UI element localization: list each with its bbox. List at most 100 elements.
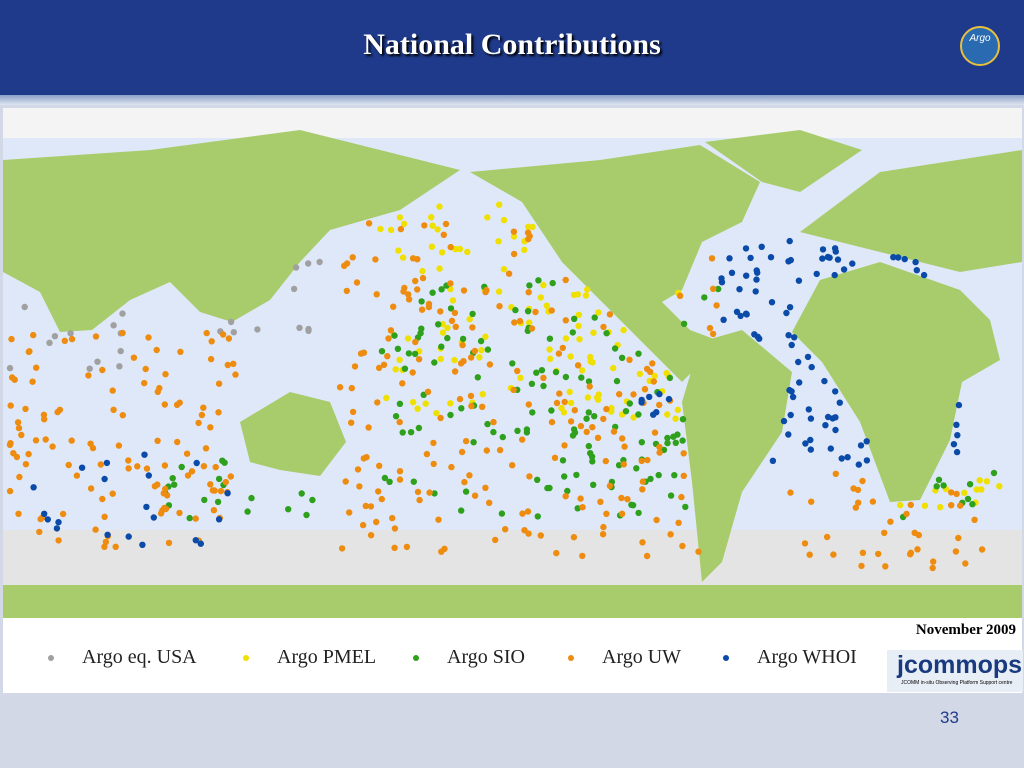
float <box>954 432 961 439</box>
float <box>153 346 160 354</box>
float <box>671 472 678 479</box>
float <box>680 450 687 457</box>
float <box>791 334 798 341</box>
float <box>428 214 435 221</box>
float <box>695 548 702 555</box>
float <box>583 428 590 436</box>
float <box>464 248 471 256</box>
float <box>101 513 108 520</box>
float <box>479 403 486 410</box>
float <box>635 509 642 517</box>
float <box>139 541 146 548</box>
float <box>574 505 581 512</box>
float <box>386 478 393 485</box>
float <box>435 516 442 523</box>
float <box>844 454 851 461</box>
float <box>397 225 405 233</box>
legend-swatch <box>723 655 729 662</box>
float <box>667 531 674 538</box>
float <box>521 527 528 534</box>
float <box>476 354 483 361</box>
float <box>419 267 426 275</box>
float <box>197 540 204 547</box>
float <box>540 382 547 390</box>
float <box>403 543 411 551</box>
float <box>353 279 361 286</box>
legend-label: Argo PMEL <box>277 646 377 668</box>
float <box>753 276 760 283</box>
legend-item: Argo WHOI <box>723 646 857 669</box>
float <box>679 416 687 423</box>
float <box>55 519 62 526</box>
float <box>207 424 214 431</box>
float <box>215 380 223 387</box>
floats <box>6 201 1003 572</box>
float <box>907 501 914 509</box>
float <box>490 428 497 436</box>
legend-label: Argo WHOI <box>757 646 857 668</box>
float <box>437 414 444 422</box>
float <box>620 461 627 468</box>
float <box>838 455 845 462</box>
float <box>232 371 239 378</box>
float <box>431 490 438 497</box>
float <box>948 489 955 496</box>
float <box>953 448 961 456</box>
float <box>638 457 645 465</box>
float <box>583 415 590 422</box>
float <box>806 551 813 558</box>
float <box>496 446 504 454</box>
float <box>591 413 598 420</box>
float <box>193 459 200 467</box>
float <box>198 411 206 419</box>
float <box>15 510 22 517</box>
float <box>651 429 659 436</box>
float <box>51 333 59 340</box>
arctic <box>3 108 1022 138</box>
float <box>316 258 323 266</box>
float <box>354 466 362 473</box>
float <box>591 314 598 321</box>
float <box>439 329 447 336</box>
float <box>375 488 382 495</box>
float <box>417 330 424 337</box>
float <box>418 306 426 313</box>
float <box>961 489 968 496</box>
float <box>641 385 649 393</box>
float <box>526 319 533 326</box>
float <box>219 331 227 338</box>
legend-swatch <box>48 655 54 662</box>
float <box>827 445 834 452</box>
float <box>526 473 533 480</box>
float <box>822 422 829 429</box>
float <box>409 255 417 262</box>
float <box>215 475 223 483</box>
float <box>396 400 404 407</box>
float <box>411 350 419 358</box>
float <box>584 286 591 293</box>
float <box>813 270 820 278</box>
float <box>786 304 794 311</box>
float <box>651 372 658 380</box>
float <box>110 406 117 413</box>
legend-item: Argo SIO <box>413 646 525 669</box>
float <box>6 364 14 372</box>
float <box>18 431 25 439</box>
float <box>753 267 760 274</box>
float <box>154 388 161 395</box>
float <box>467 354 475 361</box>
float <box>477 337 485 345</box>
float <box>434 226 441 233</box>
float <box>519 510 526 517</box>
float <box>603 510 610 517</box>
float <box>579 504 586 511</box>
greenland <box>705 130 862 192</box>
float <box>552 368 560 376</box>
float <box>342 478 349 485</box>
float <box>459 341 466 349</box>
float <box>526 282 533 289</box>
float <box>656 449 663 456</box>
float <box>532 308 539 316</box>
australia <box>240 392 346 476</box>
float <box>387 226 395 234</box>
